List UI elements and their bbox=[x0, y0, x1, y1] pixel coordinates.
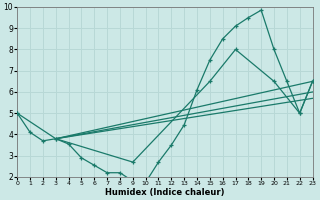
X-axis label: Humidex (Indice chaleur): Humidex (Indice chaleur) bbox=[105, 188, 225, 197]
